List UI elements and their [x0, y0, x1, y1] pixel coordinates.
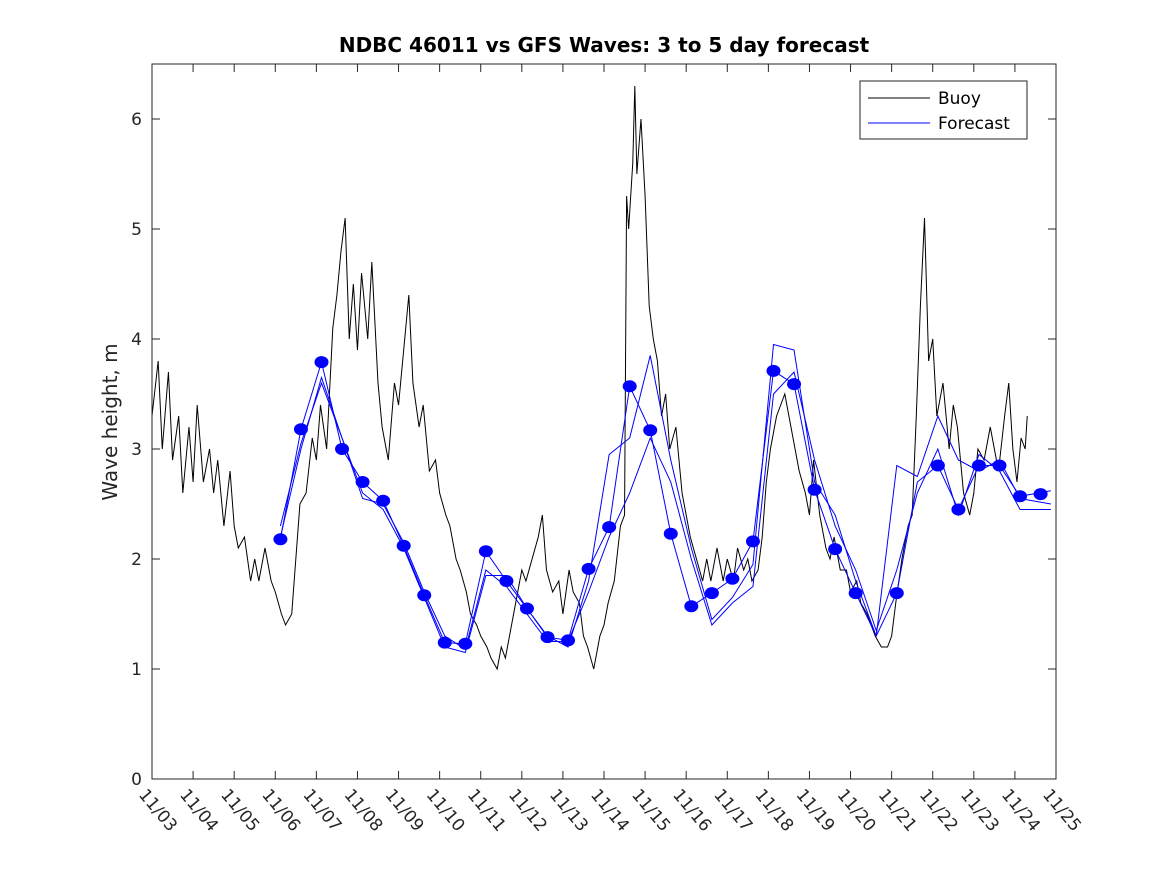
forecast-point: [971, 459, 986, 472]
forecast-point: [663, 527, 678, 540]
forecast-point: [725, 572, 740, 585]
y-tick-label: 1: [131, 660, 142, 680]
chart-title: NDBC 46011 vs GFS Waves: 3 to 5 day fore…: [339, 33, 870, 57]
forecast-point: [602, 521, 617, 534]
forecast-point: [848, 587, 863, 600]
forecast-point: [1013, 490, 1028, 503]
forecast-point: [684, 600, 699, 613]
plot-area: [151, 85, 1051, 671]
forecast-point: [519, 602, 534, 615]
forecast-point: [499, 575, 514, 587]
forecast-point: [787, 378, 802, 391]
legend-buoy-label: Buoy: [938, 89, 981, 109]
forecast-point: [293, 423, 308, 436]
forecast-point: [376, 494, 391, 507]
legend-forecast-label: Forecast: [938, 114, 1010, 134]
forecast-point: [314, 356, 329, 369]
forecast-line-3day: [279, 360, 1051, 645]
forecast-point: [273, 533, 288, 546]
y-tick-label: 2: [131, 550, 142, 570]
y-axis-label: Wave height, m: [98, 343, 122, 500]
forecast-point: [930, 459, 945, 472]
forecast-point: [745, 535, 760, 548]
forecast-point: [417, 589, 432, 602]
forecast-point: [540, 631, 555, 644]
forecast-point: [437, 636, 452, 649]
forecast-point: [458, 637, 473, 650]
legend: Buoy Forecast: [859, 80, 1028, 140]
y-tick-label: 5: [131, 220, 142, 240]
y-tick-label: 3: [131, 440, 142, 460]
y-tick-label: 0: [131, 770, 142, 790]
forecast-point: [478, 545, 493, 558]
forecast-point: [828, 543, 843, 556]
forecast-point: [704, 587, 719, 600]
forecast-point: [622, 380, 637, 393]
forecast-point: [766, 364, 781, 377]
y-tick-label: 4: [131, 330, 142, 350]
forecast-point: [889, 587, 904, 600]
forecast-point: [951, 503, 966, 516]
forecast-point: [335, 443, 350, 455]
forecast-point: [581, 562, 596, 575]
forecast-point: [1033, 488, 1048, 501]
forecast-point: [992, 459, 1007, 472]
forecast-point: [561, 634, 576, 647]
forecast-point: [396, 539, 411, 552]
forecast-point: [643, 424, 658, 437]
forecast-line-4day: [279, 343, 1051, 654]
legend-box: [859, 80, 1028, 140]
forecast-point: [807, 483, 822, 496]
buoy-line: [151, 85, 1028, 671]
forecast-point: [355, 476, 370, 488]
y-tick-label: 6: [131, 110, 142, 130]
